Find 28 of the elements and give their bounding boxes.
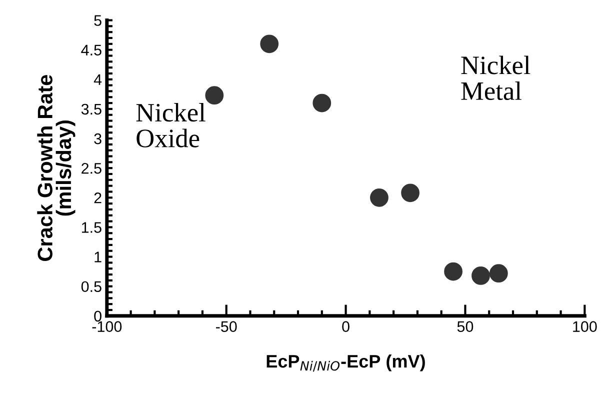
x-tick-label: -100 (92, 321, 122, 332)
x-tick-label: 100 (573, 321, 597, 332)
y-tick-label: 0 (94, 310, 102, 322)
y-tick-label: 3.5 (81, 104, 102, 115)
y-tick-label: 4.5 (81, 44, 102, 56)
y-tick-label: 0.5 (81, 281, 102, 292)
point (401, 184, 420, 202)
x-tick-label: 50 (457, 321, 474, 332)
y-axis-title: Crack Growth Rate (mils/day) (37, 75, 76, 261)
y-tick-label: 1 (94, 252, 102, 262)
point (312, 94, 332, 112)
point (489, 264, 508, 283)
point (444, 262, 462, 281)
y-tick-label: 2.5 (82, 162, 102, 174)
x-tick-label: 0 (342, 321, 350, 332)
x-tick-label: -50 (216, 321, 237, 332)
point (370, 188, 388, 207)
y-tick-label: 5 (94, 15, 102, 26)
y-tick-label: 4 (94, 74, 102, 85)
y-tick-label: 2 (94, 192, 102, 204)
annotation: Nickel Oxide (136, 103, 206, 148)
point (205, 86, 224, 105)
y-tick-label: 1.5 (82, 222, 102, 233)
y-tick-label: 3 (94, 133, 102, 144)
x-axis-title: EcP$_{Ni/NiO}$-EcP (mV) (266, 354, 425, 372)
point (472, 266, 490, 285)
point (260, 34, 279, 54)
annotation: Nickel Metal (461, 56, 530, 100)
